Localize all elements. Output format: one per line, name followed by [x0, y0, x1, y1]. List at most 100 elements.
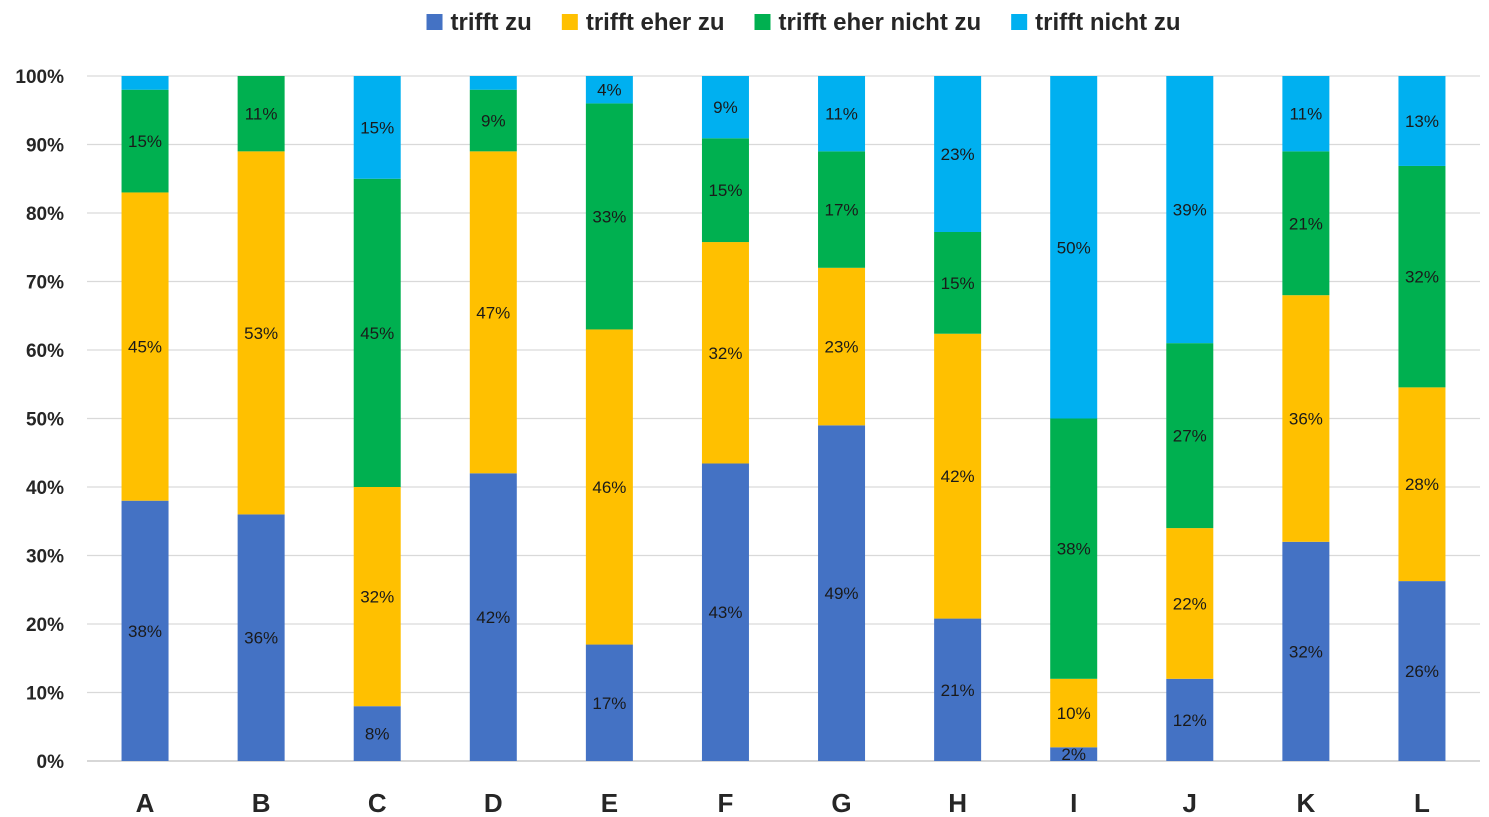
bar-segment [121, 89, 169, 193]
bar-segment [353, 76, 401, 179]
data-label: 38% [128, 622, 162, 641]
data-label: 32% [1289, 642, 1323, 661]
legend-swatch [1011, 14, 1028, 30]
data-label: 45% [360, 324, 394, 343]
data-label: 17% [592, 694, 626, 713]
bars [121, 76, 1446, 761]
bar-segment [1398, 76, 1446, 166]
bar-segment [1050, 418, 1098, 679]
y-tick-label: 20% [26, 615, 64, 636]
x-tick-label: E [601, 788, 618, 817]
bar-segment [1282, 541, 1330, 761]
y-tick-label: 80% [26, 204, 64, 225]
legend-item: trifft eher nicht zu [754, 9, 981, 36]
data-label: 39% [1173, 201, 1207, 220]
x-tick-label: F [718, 788, 734, 817]
data-label: 50% [1057, 238, 1091, 257]
data-label: 45% [128, 338, 162, 357]
data-label: 15% [360, 118, 394, 137]
bar-segment [585, 644, 633, 761]
x-tick-label: J [1183, 788, 1197, 817]
data-label: 11% [1289, 105, 1322, 124]
data-label: 26% [1405, 662, 1439, 681]
x-tick-label: I [1070, 788, 1077, 817]
data-label: 9% [713, 98, 738, 117]
data-label: 49% [825, 584, 859, 603]
bar-segment [121, 500, 169, 761]
data-label: 32% [708, 344, 742, 363]
data-label: 23% [825, 338, 859, 357]
bar-segment [469, 89, 517, 152]
data-label: 13% [1405, 112, 1439, 131]
bar-segment [1166, 678, 1214, 761]
bar-segment [1166, 343, 1214, 529]
bar-segment [1282, 151, 1330, 296]
legend-label: trifft eher zu [586, 9, 725, 36]
bar-segment [818, 425, 866, 761]
x-tick-label: H [948, 788, 967, 817]
data-label: 33% [592, 207, 626, 226]
data-label: 15% [128, 132, 162, 151]
bar-segment [1282, 76, 1330, 152]
legend-label: trifft nicht zu [1035, 9, 1180, 36]
data-label: 23% [941, 145, 975, 164]
y-tick-label: 30% [26, 547, 64, 568]
data-label: 21% [941, 681, 975, 700]
bar-segment [121, 76, 169, 90]
bar-segment [353, 706, 401, 761]
x-tick-label: A [136, 788, 155, 817]
bar-segment [237, 151, 285, 515]
y-tick-label: 40% [26, 478, 64, 499]
bar-segment [934, 76, 982, 232]
data-label: 32% [1405, 268, 1439, 287]
bar-segment [701, 138, 749, 243]
y-tick-label: 70% [26, 273, 64, 294]
y-tick-label: 10% [26, 684, 64, 705]
data-label: 22% [1173, 594, 1207, 613]
data-label: 46% [592, 478, 626, 497]
legend: trifft zu trifft eher zu trifft eher nicht… [426, 9, 1180, 36]
bar-segment [701, 242, 749, 464]
bar-segment [237, 76, 285, 152]
data-label: 42% [476, 608, 510, 627]
legend-item: trifft eher zu [561, 9, 725, 36]
y-tick-label: 0% [37, 752, 65, 773]
x-tick-label: D [484, 788, 503, 817]
bar-segment [1050, 678, 1098, 748]
bar-segment [469, 473, 517, 761]
data-label: 12% [1173, 711, 1207, 730]
bar-segment [934, 231, 982, 334]
x-tick-label: L [1414, 788, 1430, 817]
bar-segment [701, 463, 749, 761]
bar-segment [1398, 165, 1446, 388]
x-tick-label: G [831, 788, 851, 817]
legend-swatch [561, 14, 578, 30]
bar-segment [237, 514, 285, 761]
bar-segment [1050, 76, 1098, 419]
data-label: 53% [244, 324, 278, 343]
legend-item: trifft zu [426, 9, 532, 36]
legend-item: trifft nicht zu [1011, 9, 1180, 36]
bar-segment [585, 103, 633, 330]
legend-swatch [426, 14, 443, 30]
x-tick-label: K [1296, 788, 1315, 817]
legend-swatch [754, 14, 771, 30]
bar-segment [1398, 581, 1446, 761]
bar-segment [818, 76, 866, 152]
data-label: 2% [1061, 745, 1086, 764]
bar-segment [585, 329, 633, 645]
data-label: 36% [244, 629, 278, 648]
data-label: 4% [597, 81, 622, 100]
bar-segment [818, 267, 866, 426]
legend-label: trifft zu [451, 9, 532, 36]
bar-segment [701, 76, 749, 139]
data-label: 17% [825, 201, 859, 220]
bar-segment [1050, 747, 1098, 761]
bar-segment [469, 76, 517, 90]
data-label: 32% [360, 588, 394, 607]
data-label: 11% [825, 105, 858, 124]
y-tick-label: 50% [26, 410, 64, 431]
data-label: 10% [1057, 704, 1091, 723]
data-label: 27% [1173, 427, 1207, 446]
